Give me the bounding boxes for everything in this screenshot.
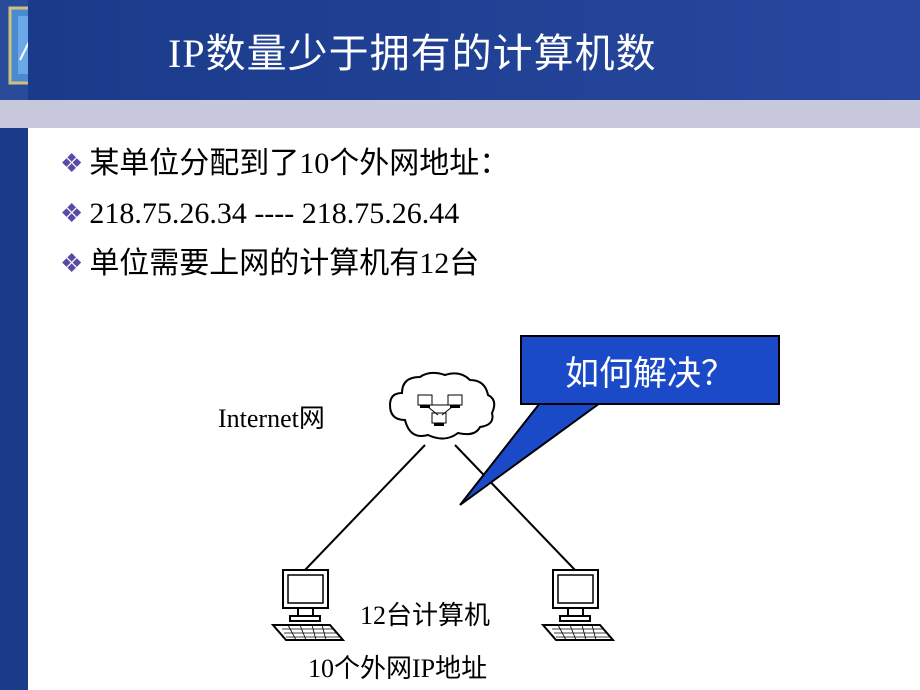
bullet-text: 单位需要上网的计算机有12台: [89, 245, 479, 283]
slide-header: IP数量少于拥有的计算机数: [28, 0, 920, 100]
callout-box: 如何解决？: [520, 335, 780, 405]
internet-label: Internet网: [218, 398, 325, 435]
diamond-bullet-icon: ❖: [60, 145, 83, 183]
content-area: ❖ 某单位分配到了10个外网地址： ❖ 218.75.26.34 ---- 21…: [60, 145, 880, 295]
bullet-text: 218.75.26.34 ---- 218.75.26.44: [89, 195, 459, 233]
bullet-text: 某单位分配到了10个外网地址：: [89, 145, 509, 183]
callout-tail: [455, 395, 605, 515]
bullet-item: ❖ 218.75.26.34 ---- 218.75.26.44: [60, 195, 880, 233]
ip-count-label: 10个外网IP地址: [308, 648, 487, 685]
bullet-item: ❖ 单位需要上网的计算机有12台: [60, 245, 880, 283]
slide-title: IP数量少于拥有的计算机数: [168, 21, 657, 79]
diamond-bullet-icon: ❖: [60, 195, 83, 233]
callout-text: 如何解决？: [565, 346, 735, 395]
computers-count-label: 12台计算机: [360, 595, 490, 632]
connection-line: [295, 440, 445, 580]
bullet-item: ❖ 某单位分配到了10个外网地址：: [60, 145, 880, 183]
diamond-bullet-icon: ❖: [60, 245, 83, 283]
header-underline: [0, 100, 920, 128]
